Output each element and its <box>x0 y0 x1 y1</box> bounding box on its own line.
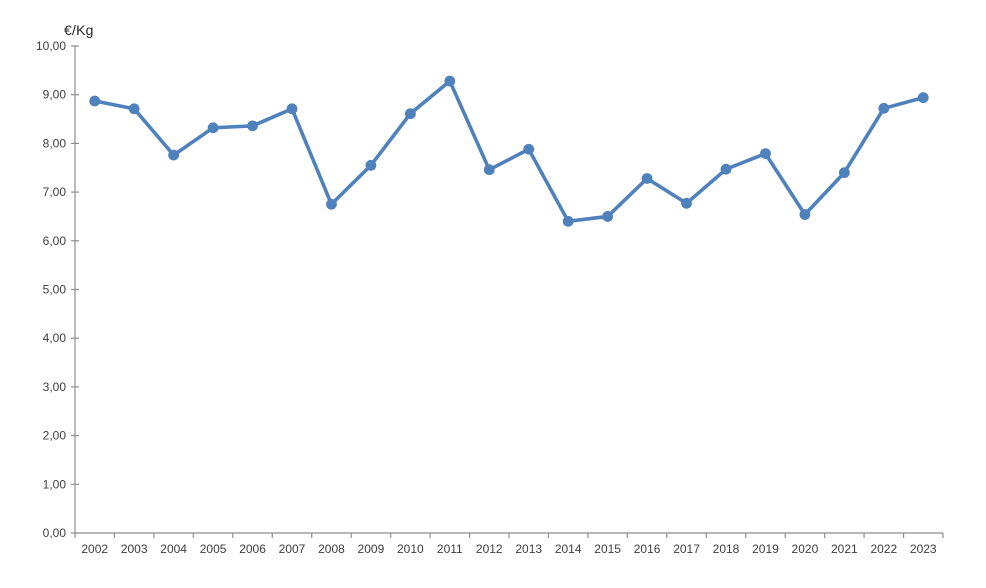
x-axis-tick-labels: 2002 2003 2004 2005 2006 2007 2008 2009 2010 2011… <box>81 542 937 556</box>
x-tick-label: 2016 <box>634 542 661 556</box>
data-point-2006 <box>247 120 258 132</box>
data-point-2011 <box>444 75 456 87</box>
y-tick-label: 1,00 <box>43 477 67 491</box>
x-tick-label: 2013 <box>515 542 542 556</box>
x-tick-label: 2019 <box>752 542 779 556</box>
y-tick-label: 8,00 <box>43 136 67 150</box>
y-axis-title: €/Kg <box>64 22 94 38</box>
data-point-2021 <box>838 167 850 179</box>
y-tick-label: 9,00 <box>43 88 67 102</box>
data-point-2009 <box>365 159 377 171</box>
x-tick-label: 2002 <box>81 542 108 556</box>
data-point-2023 <box>917 92 929 104</box>
data-point-2022 <box>878 102 890 114</box>
x-tick-label: 2006 <box>239 542 266 556</box>
data-point-2007 <box>286 103 298 115</box>
axes <box>71 45 944 538</box>
data-point-2010 <box>404 108 416 120</box>
data-point-2015 <box>602 211 614 222</box>
x-tick-label: 2008 <box>318 542 345 556</box>
y-tick-label: 5,00 <box>43 283 67 297</box>
x-tick-label: 2011 <box>437 542 463 556</box>
x-tick-label: 2003 <box>121 542 148 556</box>
data-point-2018 <box>720 163 732 175</box>
data-point-2004 <box>168 149 180 161</box>
data-point-2013 <box>523 143 535 155</box>
x-tick-label: 2023 <box>910 542 937 556</box>
x-tick-label: 2018 <box>713 542 740 556</box>
y-tick-label: 7,00 <box>43 185 67 199</box>
data-point-2016 <box>641 173 653 184</box>
data-point-2014 <box>562 215 574 227</box>
x-tick-label: 2022 <box>870 542 897 556</box>
x-tick-label: 2009 <box>358 542 385 556</box>
price-series <box>89 75 929 227</box>
data-point-2005 <box>207 122 219 134</box>
x-tick-label: 2007 <box>279 542 306 556</box>
y-tick-label: 3,00 <box>43 380 67 394</box>
data-point-2002 <box>89 95 101 107</box>
data-point-2017 <box>681 197 692 209</box>
data-point-2012 <box>483 164 495 176</box>
data-point-2003 <box>128 103 140 115</box>
y-axis-tick-labels: 0,00 1,00 2,00 3,00 4,00 5,00 6,00 7,00 8,00 9,00… <box>36 39 66 540</box>
x-tick-label: 2004 <box>160 542 187 556</box>
x-tick-label: 2010 <box>397 542 424 556</box>
data-point-2008 <box>326 198 337 210</box>
y-tick-label: 10,00 <box>36 39 66 53</box>
y-tick-label: 2,00 <box>43 429 67 443</box>
data-point-2019 <box>760 148 771 160</box>
y-tick-label: 0,00 <box>43 526 67 540</box>
data-point-2020 <box>799 209 811 220</box>
x-tick-label: 2020 <box>792 542 819 556</box>
y-tick-label: 6,00 <box>43 234 67 248</box>
x-tick-label: 2012 <box>476 542 503 556</box>
price-series-line <box>92 79 926 224</box>
x-tick-label: 2017 <box>673 542 700 556</box>
x-tick-label: 2021 <box>831 542 858 556</box>
x-tick-label: 2005 <box>200 542 227 556</box>
x-tick-label: 2014 <box>555 542 582 556</box>
y-tick-label: 4,00 <box>43 331 67 345</box>
x-tick-label: 2015 <box>594 542 621 556</box>
